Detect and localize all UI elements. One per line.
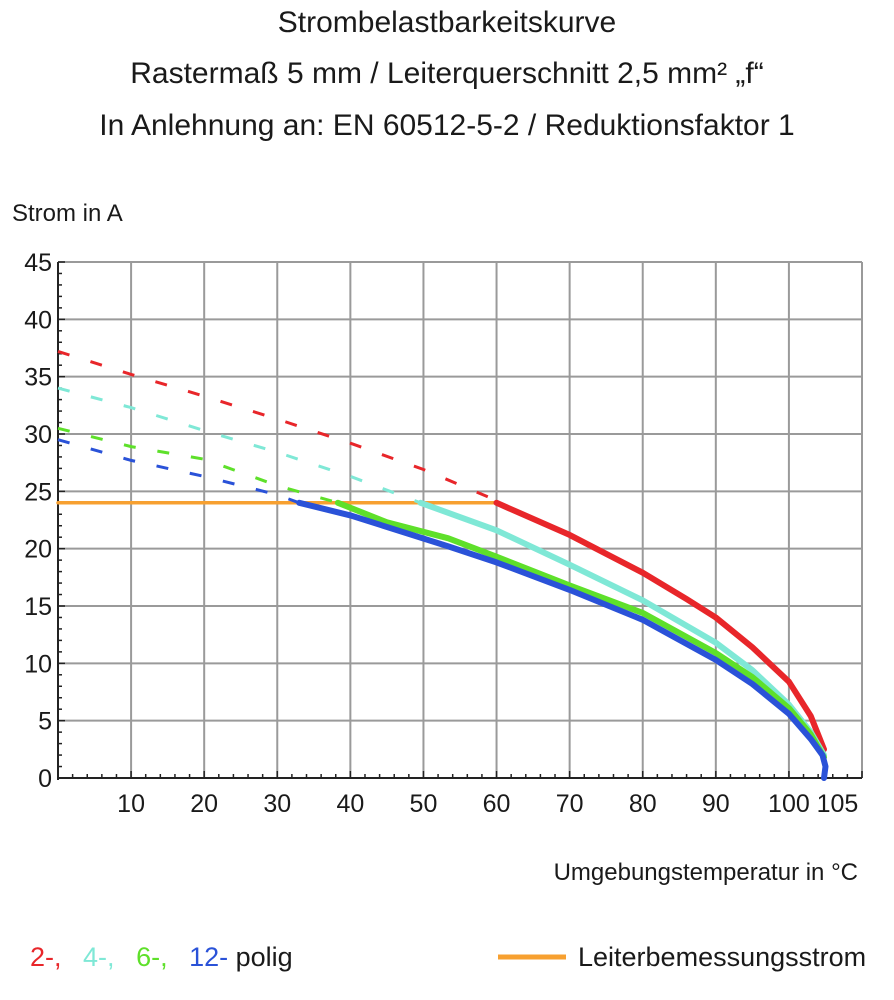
x-tick-label: 30	[263, 790, 291, 818]
series-6-dashed-line	[57, 426, 339, 505]
x-tick-label: 50	[410, 790, 438, 818]
x-tick-label: 20	[190, 790, 218, 818]
series-2-solid-line	[493, 499, 827, 753]
legend-6-pole: 6-,	[136, 942, 168, 972]
series-lines	[56, 349, 829, 781]
x-tick-label: 80	[629, 790, 657, 818]
x-tick-label: 70	[556, 790, 584, 818]
svg-text:2-, 4-, 6-,: 2-, 4-, 6-, 12- polig	[30, 942, 293, 972]
x-tick-label: 105	[817, 790, 859, 818]
y-tick-label: 45	[24, 249, 52, 277]
x-tick-label: 100	[768, 790, 810, 818]
y-tick-label: 35	[24, 364, 52, 392]
y-tick-label: 40	[24, 306, 52, 334]
legend: 2-, 4-, 6-, 12- polig Leiterbemessungsst…	[30, 942, 866, 972]
series-6-solid-line	[334, 499, 827, 761]
legend-rated-current-label: Leiterbemessungsstrom	[578, 942, 866, 972]
y-tick-label: 20	[24, 536, 52, 564]
x-tick-label: 10	[117, 790, 145, 818]
legend-4-pole: 4-,	[83, 942, 115, 972]
axis-ticks: 0 5 10 15 20 25 30 35 40 45 10 20 30 40 50 60 70 80 90 100 1…	[24, 249, 863, 818]
series-4-solid-line	[417, 499, 827, 759]
x-tick-label: 60	[483, 790, 511, 818]
y-tick-label: 25	[24, 478, 52, 506]
x-axis-label: Umgebungstemperatur in °C	[554, 859, 858, 886]
series-4-dashed-line	[57, 386, 422, 505]
legend-2-pole: 2-,	[30, 942, 62, 972]
y-tick-label: 15	[24, 593, 52, 621]
series-2-dashed-line	[57, 349, 498, 502]
x-tick-label: 40	[336, 790, 364, 818]
x-tick-label: 90	[702, 790, 730, 818]
y-tick-label: 10	[24, 650, 52, 678]
chart-title-line-2: Rastermaß 5 mm / Leiterquerschnitt 2,5 m…	[130, 57, 764, 90]
series-12-solid-line	[296, 499, 829, 781]
chart-title-line-1: Strombelastbarkeitskurve	[278, 6, 616, 39]
y-tick-label: 30	[24, 421, 52, 449]
chart-title-line-3: In Anlehnung an: EN 60512-5-2 / Reduktio…	[99, 109, 794, 142]
legend-12-pole: 12-	[189, 942, 228, 972]
legend-polig: polig	[236, 942, 293, 972]
y-axis-label: Strom in A	[12, 200, 123, 227]
y-tick-label: 5	[38, 708, 52, 736]
y-tick-label: 0	[38, 765, 52, 793]
